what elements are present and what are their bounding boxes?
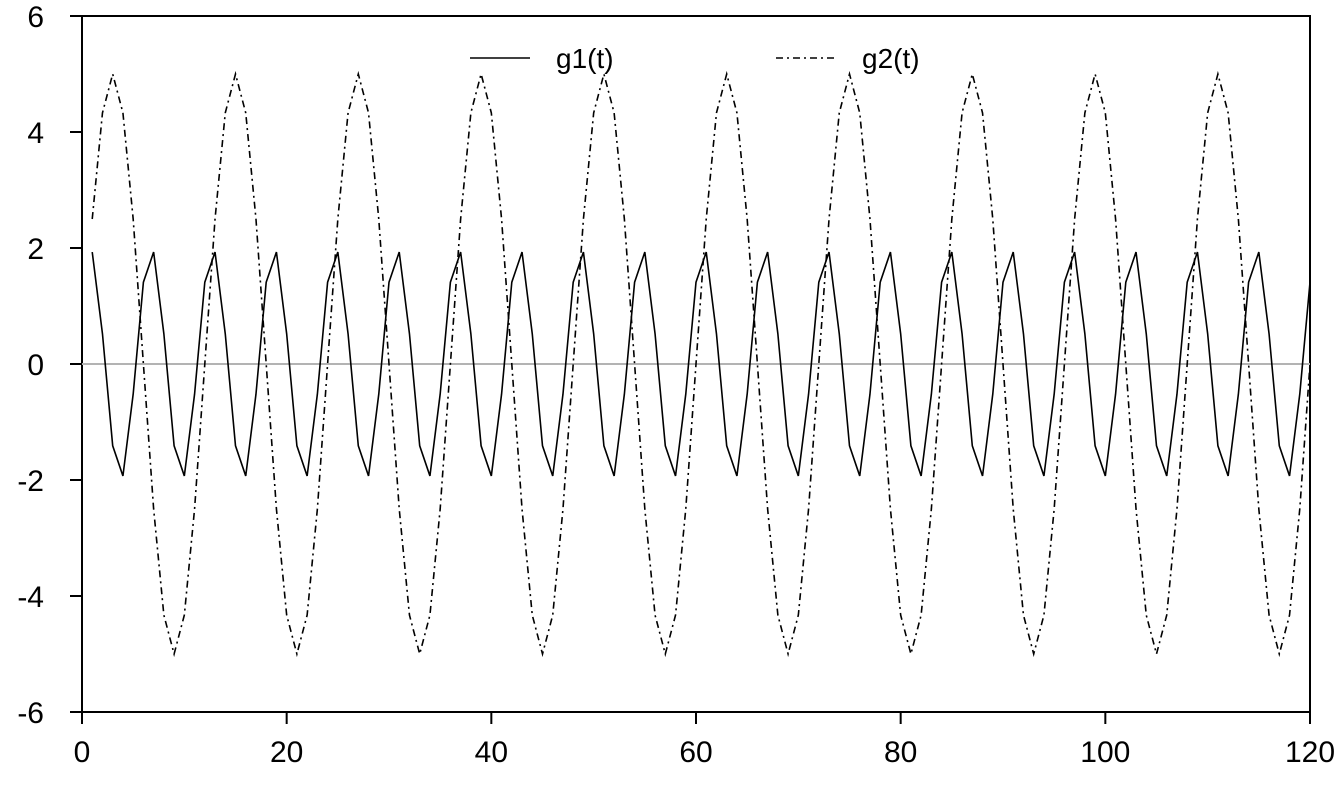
y-tick-label: 4 — [27, 117, 44, 150]
y-tick-label: -4 — [17, 581, 44, 614]
y-tick-label: 0 — [27, 349, 44, 382]
series-line-g2t — [91, 70, 1311, 658]
x-tick-label: 60 — [679, 736, 712, 769]
x-axis: 0 20 40 60 80 100 120 — [74, 712, 1335, 769]
x-tick-label: 40 — [475, 736, 508, 769]
series-line-g1t — [91, 251, 1311, 477]
x-tick-label: 120 — [1285, 736, 1335, 769]
series-layer — [91, 70, 1311, 658]
y-tick-label: -2 — [17, 465, 44, 498]
y-axis: -6 -4 -2 0 2 4 6 — [17, 1, 82, 730]
y-tick-label: 2 — [27, 233, 44, 266]
x-tick-label: 80 — [884, 736, 917, 769]
legend-label: g1(t) — [556, 43, 614, 74]
legend-label: g2(t) — [862, 43, 920, 74]
legend: g1(t) g2(t) — [470, 43, 920, 74]
x-tick-label: 20 — [270, 736, 303, 769]
y-tick-label: -6 — [17, 697, 44, 730]
x-tick-label: 0 — [74, 736, 91, 769]
y-tick-label: 6 — [27, 1, 44, 34]
x-tick-label: 100 — [1080, 736, 1130, 769]
